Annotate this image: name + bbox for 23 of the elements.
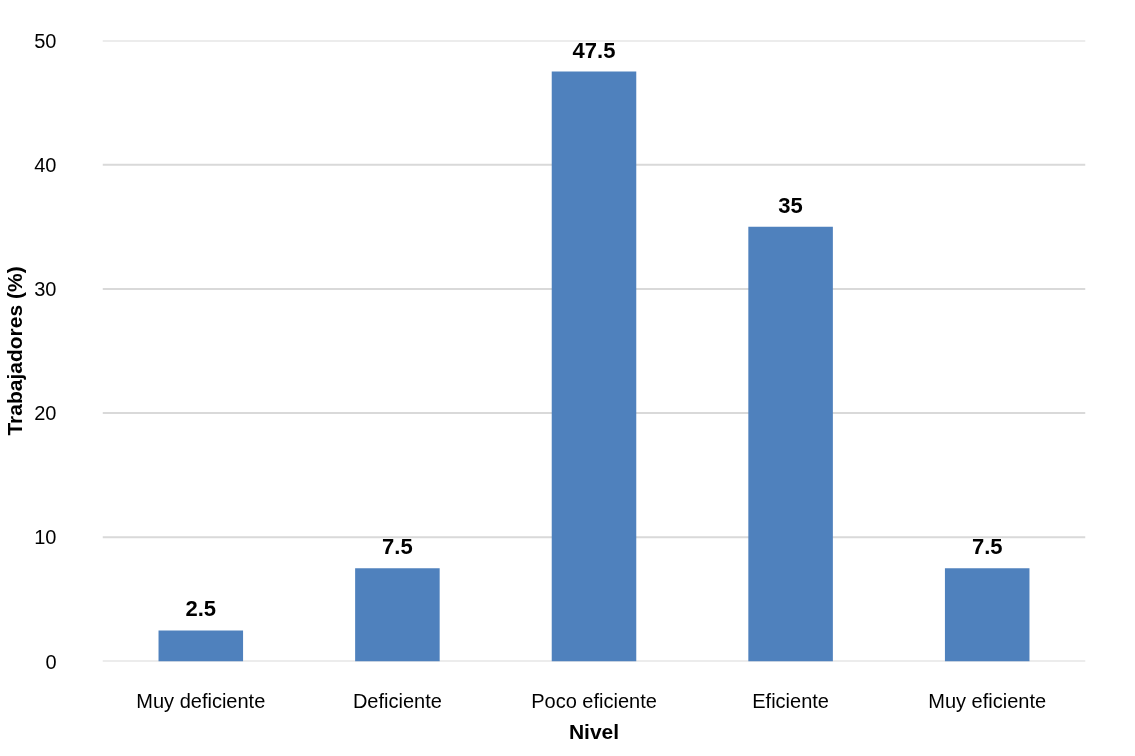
- y-tick-label: 40: [34, 153, 57, 176]
- x-axis-title: Nivel: [568, 719, 620, 743]
- data-label: 35: [778, 192, 803, 218]
- y-axis-title: Trabajadores (%): [3, 266, 27, 436]
- y-tick-label: 10: [34, 526, 57, 549]
- bar: [355, 568, 440, 662]
- x-tick-label: Deficiente: [352, 689, 442, 712]
- y-tick-label: 50: [34, 29, 57, 52]
- bar: [748, 226, 833, 662]
- data-label: 2.5: [185, 596, 217, 622]
- data-label: 47.5: [572, 37, 616, 63]
- bar: [944, 568, 1030, 662]
- bar: [551, 71, 637, 662]
- bar: [158, 630, 244, 662]
- y-tick-label: 0: [45, 650, 57, 673]
- data-label: 7.5: [971, 534, 1003, 560]
- x-tick-label: Eficiente: [752, 689, 829, 712]
- x-tick-label: Muy eficiente: [928, 689, 1047, 712]
- y-tick-label: 30: [34, 277, 57, 300]
- data-label: 7.5: [382, 534, 413, 560]
- x-tick-label: Poco eficiente: [531, 689, 657, 712]
- x-tick-label: Muy deficiente: [136, 689, 266, 712]
- y-tick-label: 20: [34, 402, 57, 425]
